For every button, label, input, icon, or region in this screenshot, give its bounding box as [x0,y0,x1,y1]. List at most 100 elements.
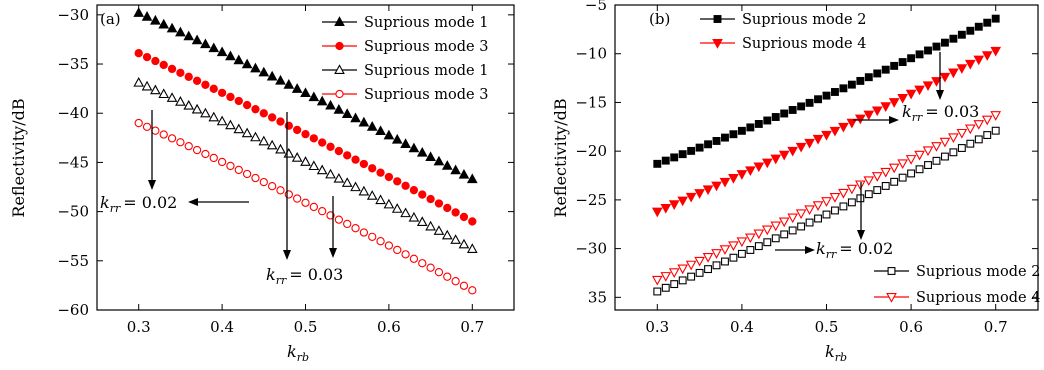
data-point [167,134,177,143]
annotation-main: k [100,193,110,212]
data-point [358,116,370,127]
data-point [712,137,721,145]
data-point [814,95,822,104]
data-point [450,234,461,244]
data-point [375,194,386,205]
annotation-krr-0.03: krr = 0.03 [902,102,979,124]
data-point [964,124,976,135]
data-point [301,198,310,207]
data-point [325,168,336,179]
data-point [151,126,160,135]
y-axis-title: Reflectivity/dB [9,98,28,217]
y-tick-label: −20 [575,142,607,160]
x-tick-label: 0.5 [294,318,318,336]
data-point [216,46,228,57]
data-point [981,51,993,61]
data-point [191,34,203,45]
data-point [441,160,453,170]
data-point [887,267,896,275]
data-point [863,110,875,121]
data-point [804,138,815,149]
data-point [258,66,270,77]
data-point [966,139,975,148]
data-point [300,156,311,166]
x-tick-label: 0.7 [984,318,1008,336]
data-point [711,249,722,259]
data-point [192,76,202,85]
data-point [418,190,427,199]
y-tick-label: −55 [57,252,89,270]
data-point [804,205,815,216]
data-point [702,253,714,263]
annotation-value: = 0.03 [925,102,979,121]
data-point [267,182,277,191]
data-point [308,160,320,171]
legend-entry [874,267,909,275]
data-point [805,218,814,227]
data-point [241,58,253,69]
y-tick-label: −50 [57,203,89,221]
data-point [242,169,252,179]
data-point [459,212,469,222]
data-point [677,264,689,275]
data-point [401,181,410,190]
data-point [384,172,394,182]
y-tick-label: −30 [575,240,607,258]
data-point [991,14,1000,23]
data-point [283,79,295,89]
data-point [880,167,892,178]
data-point [746,123,755,132]
data-point [704,140,713,149]
data-point [880,102,892,113]
data-point [973,55,985,66]
data-point [276,117,285,126]
data-point [761,158,773,169]
data-point [192,145,202,155]
data-point [721,133,729,142]
data-point [712,261,721,270]
data-point [694,256,705,267]
data-point [753,229,765,240]
data-point [217,157,227,167]
data-point [788,226,797,235]
data-point [391,203,403,213]
data-point [890,61,899,70]
data-point [753,162,765,173]
data-point [728,174,739,184]
data-point [846,184,858,195]
data-point [939,137,951,148]
data-point [184,141,193,151]
data-point [932,42,941,51]
data-point [209,153,218,163]
data-point [905,89,917,100]
data-series [133,7,478,184]
data-point [964,59,976,70]
data-point [466,173,478,184]
data-point [226,92,235,102]
data-point [897,93,908,104]
data-point [922,146,934,157]
data-point [368,164,377,173]
data-point [940,152,949,161]
data-point [334,146,344,156]
data-point [184,72,193,81]
annotation-main: k [816,239,826,258]
y-axis-title: Reflectivity/dB [551,98,570,217]
data-point [408,211,420,222]
data-point [711,181,722,192]
data-point [334,64,345,74]
data-point [983,18,992,27]
data-point [653,287,662,296]
annotation-value: = 0.02 [839,239,893,258]
data-point [873,69,882,78]
data-point [293,194,302,203]
data-point [141,80,153,91]
y-tick-label: −10 [575,45,607,63]
data-point [939,72,951,83]
data-point [201,149,210,159]
data-point [678,150,687,159]
data-point [351,155,360,164]
data-point [871,172,883,182]
data-point [133,7,145,17]
data-point [788,106,797,114]
